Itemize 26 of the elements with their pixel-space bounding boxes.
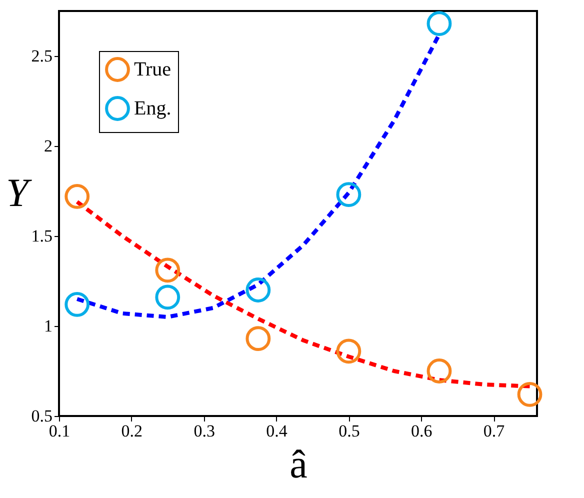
- y-tick-label: 2: [44, 136, 52, 156]
- y-tick-label: 1: [44, 316, 52, 336]
- point: [64, 292, 90, 317]
- point: [155, 284, 180, 310]
- point: [517, 382, 542, 407]
- x-tick-label: 0.5: [338, 422, 360, 440]
- legend-label: True: [134, 58, 172, 80]
- point: [426, 11, 452, 36]
- point: [426, 358, 452, 384]
- point: [336, 182, 362, 208]
- point: [155, 258, 180, 283]
- x-tick-label: 0.4: [266, 422, 288, 440]
- x-tick-label: 0.2: [121, 422, 143, 440]
- y-tick-label: 2.5: [31, 46, 52, 66]
- point: [336, 338, 362, 364]
- point: [246, 326, 271, 352]
- x-tick-label: 0.3: [194, 422, 215, 440]
- point: [64, 184, 90, 209]
- x-tick-label: 0.7: [483, 422, 506, 440]
- y-axis-title: Y: [6, 170, 32, 215]
- legend-label: Eng.: [134, 98, 172, 120]
- x-tick-label: 0.6: [410, 422, 432, 440]
- y-tick-label: 1.5: [31, 226, 52, 246]
- point: [246, 278, 271, 302]
- line-series: [75, 200, 532, 388]
- x-axis-title: â: [290, 442, 308, 486]
